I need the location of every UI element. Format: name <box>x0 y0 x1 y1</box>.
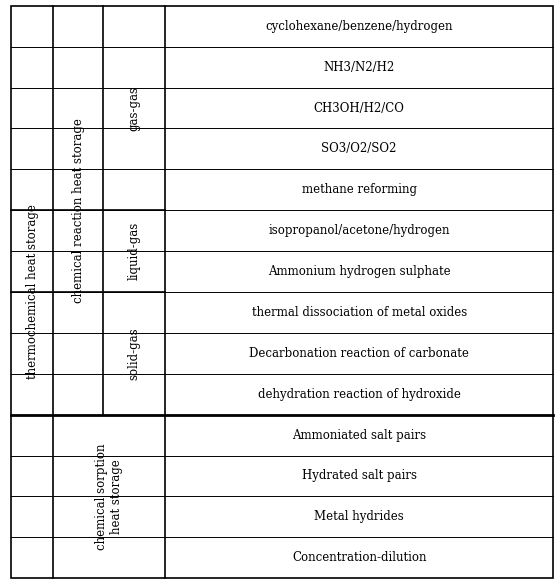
Text: Ammoniated salt pairs: Ammoniated salt pairs <box>292 429 426 442</box>
Text: Hydrated salt pairs: Hydrated salt pairs <box>302 470 416 482</box>
Text: Decarbonation reaction of carbonate: Decarbonation reaction of carbonate <box>249 347 469 360</box>
Text: NH3/N2/H2: NH3/N2/H2 <box>324 61 395 74</box>
Text: thermal dissociation of metal oxides: thermal dissociation of metal oxides <box>252 306 467 319</box>
Text: dehydration reaction of hydroxide: dehydration reaction of hydroxide <box>258 388 461 401</box>
Text: solid-gas: solid-gas <box>127 327 141 380</box>
Text: methane reforming: methane reforming <box>302 183 416 196</box>
Text: thermochemical heat storage: thermochemical heat storage <box>26 204 39 380</box>
Text: chemical reaction heat storage: chemical reaction heat storage <box>72 118 85 303</box>
Text: Ammonium hydrogen sulphate: Ammonium hydrogen sulphate <box>268 265 451 278</box>
Text: cyclohexane/benzene/hydrogen: cyclohexane/benzene/hydrogen <box>266 20 453 33</box>
Text: gas-gas: gas-gas <box>127 85 141 131</box>
Text: liquid-gas: liquid-gas <box>127 222 141 280</box>
Text: isopropanol/acetone/hydrogen: isopropanol/acetone/hydrogen <box>268 224 450 237</box>
Text: SO3/O2/SO2: SO3/O2/SO2 <box>321 142 397 155</box>
Text: Metal hydrides: Metal hydrides <box>314 510 404 523</box>
Text: CH3OH/H2/CO: CH3OH/H2/CO <box>314 102 405 114</box>
Text: Concentration-dilution: Concentration-dilution <box>292 551 427 564</box>
Text: chemical sorption
heat storage: chemical sorption heat storage <box>95 443 123 550</box>
